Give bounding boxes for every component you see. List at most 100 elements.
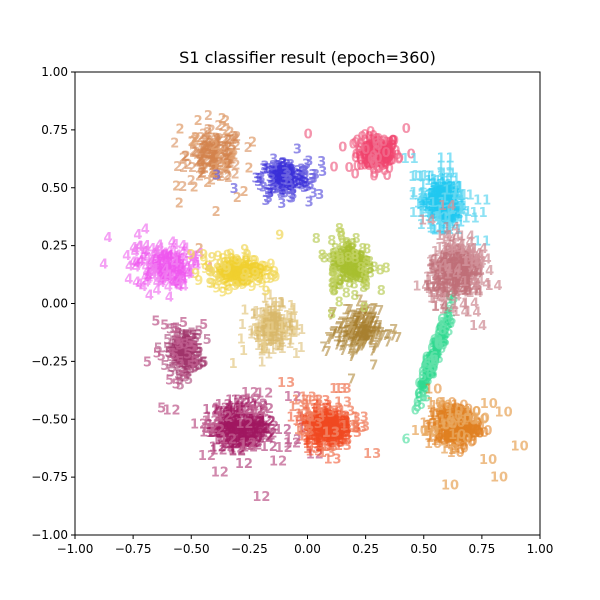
point-label-2: 2 <box>184 158 193 173</box>
point-label-9: 9 <box>236 266 245 281</box>
point-label-6: 6 <box>428 337 437 352</box>
point-label-7: 7 <box>374 337 383 352</box>
point-label-2: 2 <box>191 145 200 160</box>
point-label-4: 4 <box>156 263 165 278</box>
point-label-9: 9 <box>245 266 254 281</box>
point-label-1: 1 <box>264 335 273 350</box>
point-label-7: 7 <box>358 323 367 338</box>
point-label-1: 1 <box>257 342 266 357</box>
point-label-1: 1 <box>271 312 280 327</box>
point-label-0: 0 <box>407 148 416 163</box>
point-label-5: 5 <box>179 369 188 384</box>
point-label-10: 10 <box>447 420 465 435</box>
point-label-5: 5 <box>169 322 178 337</box>
point-label-10: 10 <box>480 397 498 412</box>
point-label-5: 5 <box>190 362 199 377</box>
point-label-1: 1 <box>238 318 247 333</box>
point-label-2: 2 <box>208 142 217 157</box>
point-label-4: 4 <box>161 270 170 285</box>
point-label-8: 8 <box>343 250 352 265</box>
point-label-6: 6 <box>425 367 434 382</box>
point-label-1: 1 <box>254 318 263 333</box>
point-label-12: 12 <box>162 403 180 418</box>
point-label-7: 7 <box>351 318 360 333</box>
point-label-2: 2 <box>196 142 205 157</box>
point-label-8: 8 <box>350 265 359 280</box>
y-tick-label: 0.25 <box>41 239 68 253</box>
point-label-9: 9 <box>251 254 260 269</box>
point-label-6: 6 <box>423 357 432 372</box>
point-label-6: 6 <box>429 350 438 365</box>
point-label-0: 0 <box>381 149 390 164</box>
point-label-9: 9 <box>238 269 247 284</box>
point-label-3: 3 <box>284 171 293 186</box>
point-label-8: 8 <box>353 265 362 280</box>
point-label-10: 10 <box>439 417 457 432</box>
point-label-0: 0 <box>353 133 362 148</box>
point-label-0: 0 <box>355 144 364 159</box>
point-label-2: 2 <box>210 157 219 172</box>
point-label-9: 9 <box>199 254 208 269</box>
point-label-5: 5 <box>183 351 192 366</box>
point-label-0: 0 <box>351 168 360 183</box>
point-label-9: 9 <box>216 258 225 273</box>
point-label-1: 1 <box>268 320 277 335</box>
point-label-0: 0 <box>375 144 384 159</box>
point-label-4: 4 <box>179 274 188 289</box>
point-label-4: 4 <box>165 259 174 274</box>
point-label-6: 6 <box>434 335 443 350</box>
point-label-6: 6 <box>438 324 447 339</box>
point-label-6: 6 <box>431 351 440 366</box>
point-label-9: 9 <box>260 260 269 275</box>
point-label-4: 4 <box>148 267 157 282</box>
point-label-9: 9 <box>234 272 243 287</box>
point-label-7: 7 <box>359 299 368 314</box>
point-label-7: 7 <box>364 328 373 343</box>
point-label-4: 4 <box>163 263 172 278</box>
point-label-4: 4 <box>159 272 168 287</box>
point-label-8: 8 <box>336 254 345 269</box>
point-label-9: 9 <box>223 268 232 283</box>
point-label-7: 7 <box>372 328 381 343</box>
point-label-3: 3 <box>318 165 327 180</box>
point-label-2: 2 <box>213 133 222 148</box>
point-label-7: 7 <box>342 312 351 327</box>
point-label-3: 3 <box>285 179 294 194</box>
point-label-9: 9 <box>244 262 253 277</box>
point-label-3: 3 <box>300 181 309 196</box>
point-label-2: 2 <box>221 132 230 147</box>
point-label-7: 7 <box>355 331 364 346</box>
point-label-5: 5 <box>176 345 185 360</box>
point-label-9: 9 <box>234 274 243 289</box>
point-label-4: 4 <box>155 256 164 271</box>
point-label-0: 0 <box>394 152 403 167</box>
point-label-9: 9 <box>227 259 236 274</box>
point-label-14: 14 <box>474 253 492 268</box>
point-label-0: 0 <box>369 138 378 153</box>
point-label-4: 4 <box>162 252 171 267</box>
point-label-9: 9 <box>264 263 273 278</box>
point-label-5: 5 <box>192 353 201 368</box>
point-label-0: 0 <box>349 137 358 152</box>
point-label-1: 1 <box>256 307 265 322</box>
point-label-10: 10 <box>456 432 474 447</box>
point-label-3: 3 <box>277 173 286 188</box>
point-label-2: 2 <box>204 109 213 124</box>
point-label-8: 8 <box>353 251 362 266</box>
point-label-7: 7 <box>366 332 375 347</box>
point-label-1: 1 <box>285 319 294 334</box>
point-label-0: 0 <box>364 152 373 167</box>
point-label-6: 6 <box>421 370 430 385</box>
point-label-5: 5 <box>182 342 191 357</box>
point-label-5: 5 <box>173 357 182 372</box>
point-label-0: 0 <box>370 144 379 159</box>
point-label-3: 3 <box>286 182 295 197</box>
point-label-6: 6 <box>418 369 427 384</box>
point-label-8: 8 <box>334 256 343 271</box>
x-tick-label: 0.25 <box>352 542 379 556</box>
point-label-3: 3 <box>268 162 277 177</box>
point-label-6: 6 <box>426 362 435 377</box>
point-label-2: 2 <box>210 145 219 160</box>
point-label-9: 9 <box>240 266 249 281</box>
cluster-6: 6666666666666666666666666666666666666666… <box>401 290 458 448</box>
